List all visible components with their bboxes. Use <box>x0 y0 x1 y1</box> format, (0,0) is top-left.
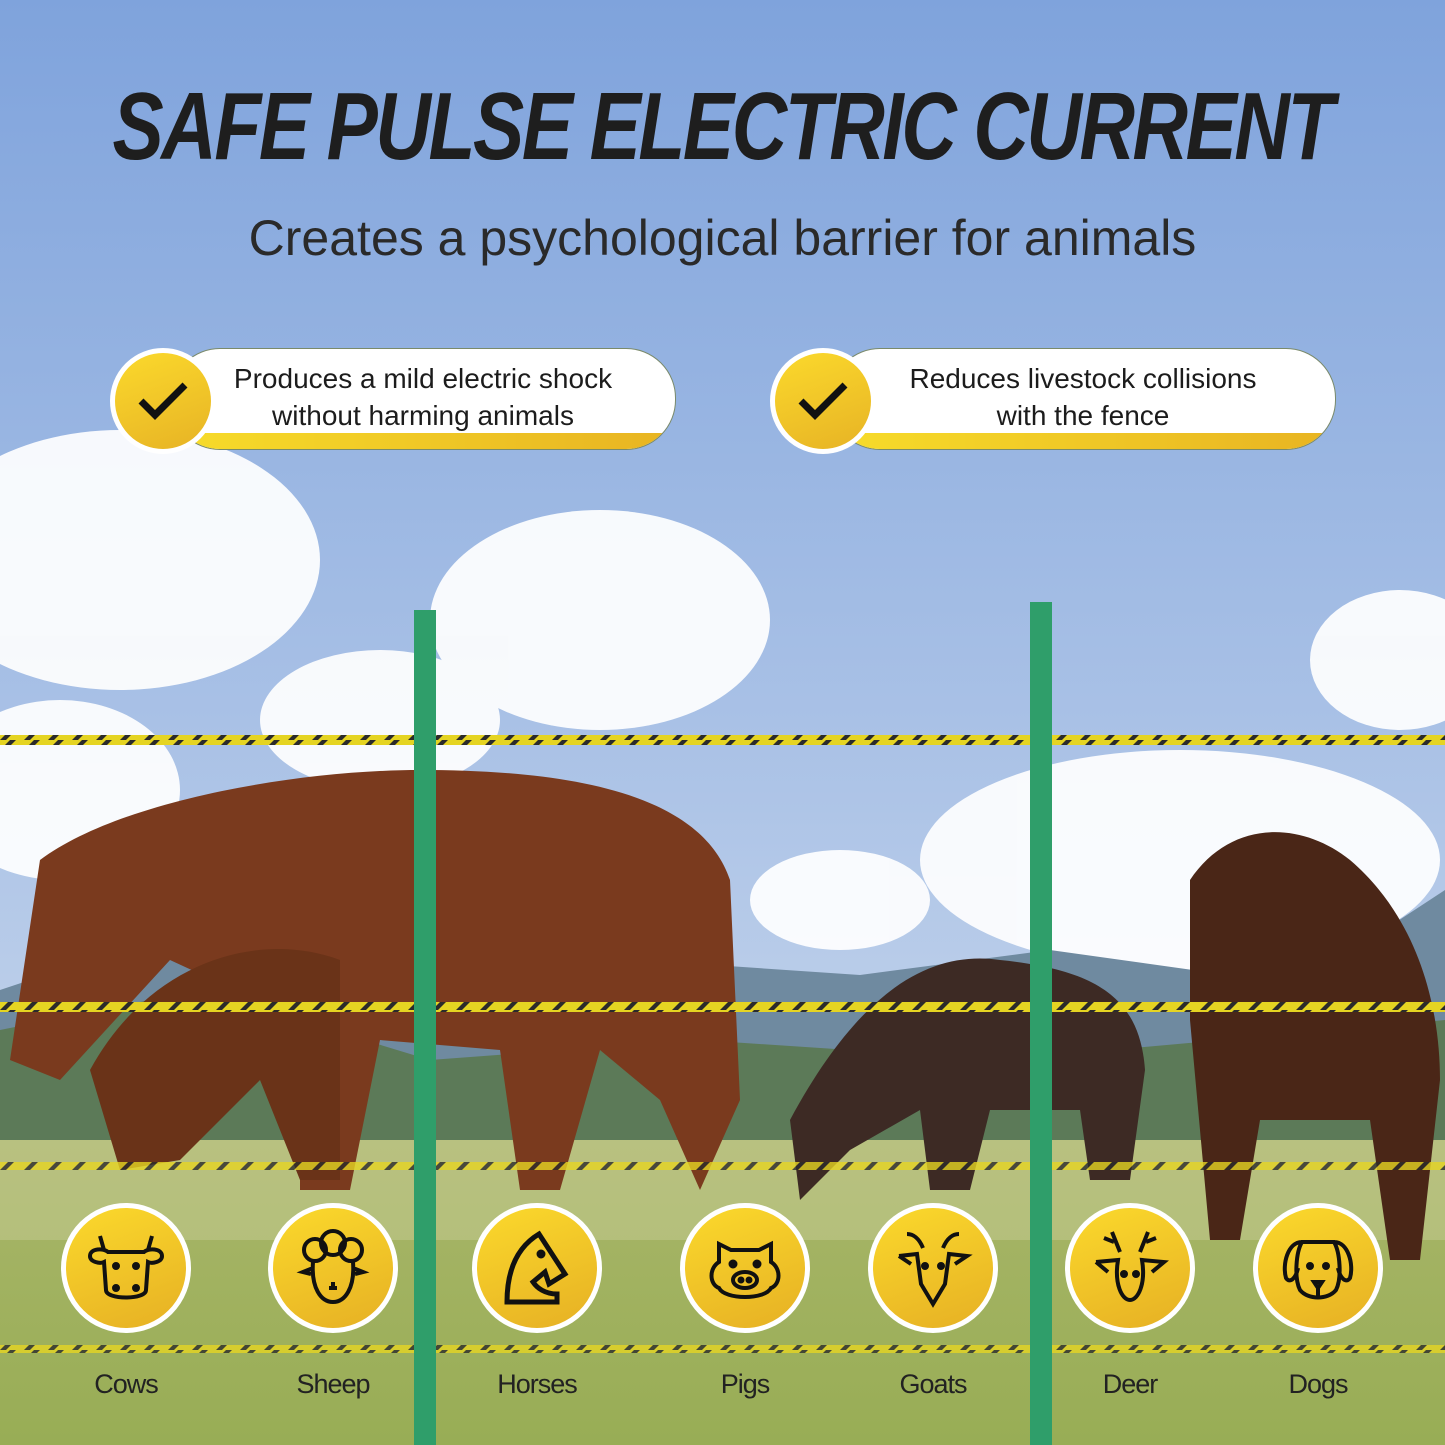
animal-label: Cows <box>94 1369 159 1399</box>
animal-deer: Deer <box>1050 1203 1210 1400</box>
horses <box>10 770 1440 1260</box>
animal-label: Sheep <box>296 1369 370 1399</box>
animal-cows: Cows <box>46 1203 206 1400</box>
feature-text: Produces a mild electric shock <box>233 363 613 394</box>
fence-wires <box>0 735 1445 1353</box>
animal-dogs: Dogs <box>1238 1203 1398 1400</box>
feature-text: Reduces livestock collisions <box>909 363 1257 394</box>
fence-posts <box>414 602 1052 1445</box>
animal-label: Pigs <box>720 1369 771 1399</box>
cow-icon <box>61 1203 191 1333</box>
animal-goats: Goats <box>853 1203 1013 1400</box>
feature-text: without harming animals <box>272 400 574 431</box>
feature-badge-mild-shock: Produces a mild electric shock without ha… <box>110 348 676 454</box>
dog-icon <box>1253 1203 1383 1333</box>
page-title: SAFE PULSE ELECTRIC CURRENT <box>112 73 1335 180</box>
feature-badge-collisions: Reduces livestock collisions with the fen… <box>770 348 1336 454</box>
feature-text: with the fence <box>996 400 1170 431</box>
check-icon <box>770 348 876 454</box>
deer-icon <box>1065 1203 1195 1333</box>
animal-label: Dogs <box>1288 1369 1348 1399</box>
animal-sheep: Sheep <box>253 1203 413 1400</box>
horse-icon <box>472 1203 602 1333</box>
animal-label: Goats <box>899 1369 967 1399</box>
animal-horses: Horses <box>457 1203 617 1400</box>
animal-label: Deer <box>1102 1369 1159 1399</box>
page-subtitle: Creates a psychological barrier for anim… <box>248 210 1197 266</box>
goat-icon <box>868 1203 998 1333</box>
page-title-container: SAFE PULSE ELECTRIC CURRENT <box>0 72 1445 182</box>
check-icon <box>110 348 216 454</box>
sheep-icon <box>268 1203 398 1333</box>
animal-pigs: Pigs <box>665 1203 825 1400</box>
animal-label: Horses <box>497 1369 578 1399</box>
pig-icon <box>680 1203 810 1333</box>
